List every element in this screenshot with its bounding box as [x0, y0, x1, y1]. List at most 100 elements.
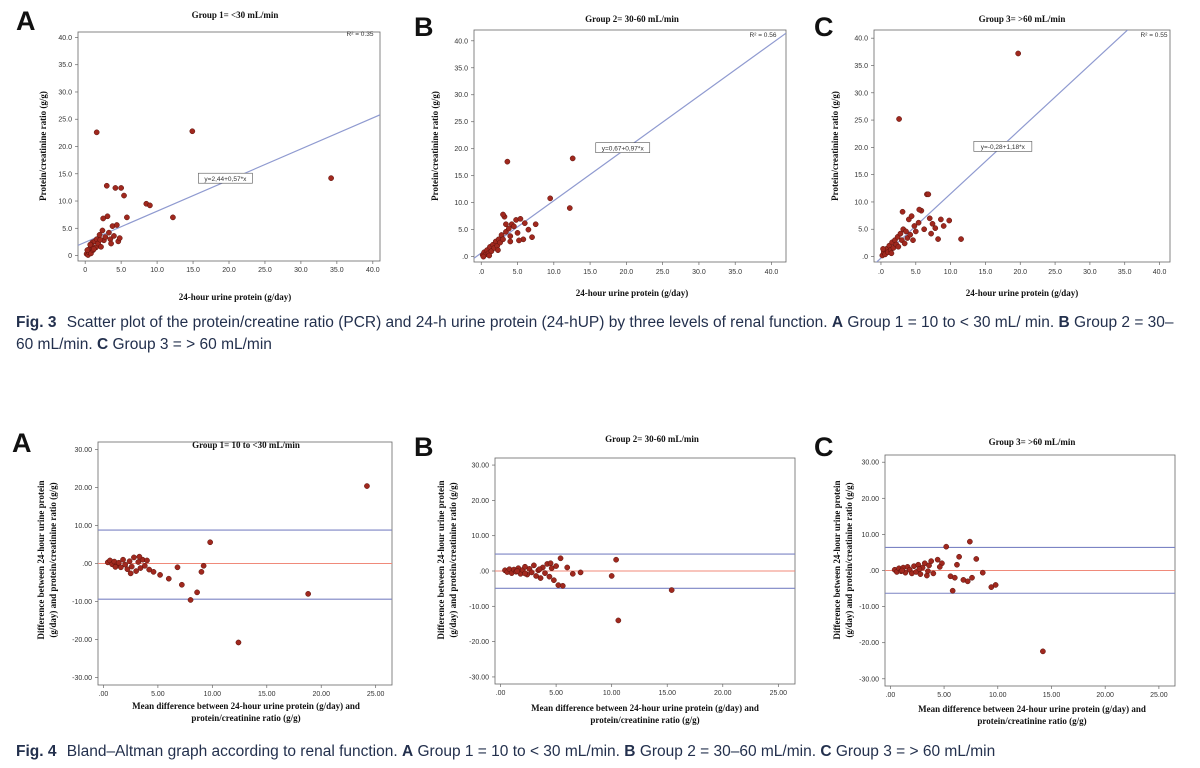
fig4-b-ytick-label: -20.00 — [469, 639, 489, 646]
fig4-b-xtick-label: 20.00 — [714, 690, 732, 697]
fig4-c-ytick-label: -20.00 — [859, 640, 879, 647]
fig4-caption-letter-b: B — [624, 743, 636, 760]
fig3-c-ytick-label: 35.0 — [854, 63, 868, 70]
fig4-b-data-point — [668, 587, 675, 593]
fig3-b-data-point — [566, 205, 573, 211]
fig4-b-data-point — [514, 568, 521, 574]
fig3-c-plot-frame — [873, 29, 1171, 263]
fig3-a-data-point — [147, 202, 153, 209]
fig3-b-ytick-label: 15.0 — [454, 173, 468, 180]
fig4-a-data-point — [127, 570, 134, 577]
fig3-c-ytick-label: 20.0 — [854, 145, 868, 152]
fig4-a-data-point — [144, 557, 150, 564]
fig3-c-xtick-label: 10.0 — [944, 269, 958, 276]
fig4-b-ytick-label: 10.00 — [471, 533, 489, 540]
fig3-b-ytick-label: 30.0 — [454, 92, 468, 99]
fig3-a-data-point — [113, 222, 120, 228]
fig4-b-data-point — [564, 564, 571, 571]
fig3-a-xtick-label: 0 — [83, 267, 87, 274]
fig3-b-xtick-label: 30.0 — [692, 269, 706, 276]
fig4-b-title: Group 2= 30-60 mL/min — [605, 434, 699, 444]
fig3-caption-letter-a: A — [831, 314, 844, 331]
fig4-c-data-point — [930, 570, 937, 577]
fig4-a-data-point — [364, 483, 370, 489]
fig3-b-data-point — [532, 221, 539, 228]
fig4-c-ytick-label: -30.00 — [859, 676, 879, 683]
fig3-c-data-point — [1015, 50, 1022, 57]
fig4-b-data-point — [547, 560, 554, 567]
fig3-a-ytick-label: 25.0 — [58, 117, 72, 124]
fig3-b-ytick-label: .0 — [462, 254, 468, 261]
fig3-a-ylabel: Protein/creatinine ratio (g/g) — [38, 91, 48, 201]
fig3-a-data-point — [102, 234, 109, 240]
fig4-chart-a: A Group 1= 10 to <30 mL/min .00 5.00 10.00 15… — [12, 428, 393, 723]
fig4-a-ytick-label: 30.00 — [74, 447, 92, 454]
fig4-c-data-point — [969, 574, 975, 581]
fig3-chart-a: A Group 1= <30 mL/min 0 5.0 10.0 15.0 20.0 25.0… — [16, 6, 381, 302]
fig3-c-xtick-label: 15.0 — [979, 269, 993, 276]
fig3-b-data-point — [569, 155, 576, 162]
fig3-caption-letter-c: C — [96, 336, 109, 353]
fig3-chart-c: C Group 3= >60 mL/min .0 5.0 10.0 15.0 20.0 25.… — [814, 12, 1171, 298]
fig4-a-data-point — [235, 639, 242, 646]
fig4-c-data-point — [916, 566, 923, 572]
fig4-c-data-point — [964, 578, 971, 585]
fig3-a-data-point — [170, 214, 176, 221]
fig4-a-ylabel-line: Difference between 24-hour urine protein — [36, 481, 46, 640]
fig3-a-data-point — [116, 235, 123, 241]
fig4-c-data-point — [973, 556, 980, 562]
fig3-c-data-point — [938, 216, 944, 223]
fig4-c-xtick-label: 15.00 — [1043, 692, 1061, 699]
fig4-b-xtick-label: 25.00 — [770, 690, 788, 697]
fig3-a-xtick-label: 15.0 — [186, 267, 200, 274]
fig4-c-data-point — [949, 587, 956, 594]
fig4-c-xtick-label: 25.00 — [1150, 692, 1168, 699]
fig4-c-data-point — [956, 553, 962, 560]
fig3-c-fit-label-box — [973, 141, 1033, 152]
fig3-b-data-point — [495, 247, 501, 253]
fig3-caption-group-a: Group 1 = 10 to < 30 mL/ min. — [847, 314, 1055, 331]
fig3-a-data-point — [328, 175, 334, 181]
fig4-c-data-point — [992, 582, 999, 588]
fig3-c-data-point — [880, 246, 886, 252]
fig3-c-regression-line — [875, 30, 1129, 262]
fig3-c-data-point — [903, 228, 909, 235]
fig4-b-data-point — [522, 570, 528, 577]
fig3-b-xtick-label: 25.0 — [656, 269, 670, 276]
fig3-b-ytick-label: 10.0 — [454, 200, 468, 207]
fig4-b-xlabel-line: protein/creatinine ratio (g/g) — [590, 715, 699, 725]
fig4-a-data-point — [135, 559, 142, 565]
fig4-c-data-point — [954, 561, 960, 568]
fig3-a-data-point — [90, 246, 97, 252]
fig4-a-data-point — [174, 564, 181, 571]
fig3-b-data-point — [514, 230, 521, 236]
fig3-c-xtick-label: 35.0 — [1118, 269, 1132, 276]
fig4-caption-group-a: Group 1 = 10 to < 30 mL/min. — [417, 743, 620, 760]
fig4-a-xtick-label: 5.00 — [151, 691, 165, 698]
fig4-a-data-point — [122, 561, 129, 568]
fig3-c-data-point — [897, 230, 904, 237]
fig3-b-ytick-label: 35.0 — [454, 65, 468, 72]
fig3-c-data-point — [908, 213, 915, 219]
fig4-c-data-point — [951, 574, 958, 581]
fig3-c-ytick-label: 40.0 — [854, 36, 868, 43]
fig4-b-ylabel-line: Difference between 24-hour urine protein — [436, 481, 446, 640]
fig3-c-data-point — [932, 225, 939, 232]
fig4-b-data-point — [608, 573, 615, 579]
fig3-a-fit-label-box — [198, 172, 253, 184]
fig4-c-data-point — [943, 543, 950, 550]
fig3-c-data-point — [958, 236, 964, 242]
fig3-c-fit-label: y=-0,28+1,18*x — [981, 144, 1026, 151]
fig4-a-data-point — [178, 581, 185, 588]
fig4-b-xlabel-line: Mean difference between 24-hour urine pr… — [531, 703, 759, 713]
fig3-c-data-point — [921, 226, 927, 233]
fig4-b-data-point — [537, 575, 544, 581]
fig3-c-title: Group 3= >60 mL/min — [979, 14, 1066, 24]
fig3-a-data-point — [124, 214, 130, 221]
fig4-a-data-point — [187, 597, 194, 603]
fig3-a-fit-label: y=2,44+0,57*x — [204, 176, 247, 183]
fig4-a-ytick-label: 10.00 — [74, 523, 92, 530]
fig3-a-xtick-label: 10.0 — [150, 267, 164, 274]
fig3-b-xtick-label: 40.0 — [765, 269, 779, 276]
fig3-c-data-point — [916, 206, 923, 213]
